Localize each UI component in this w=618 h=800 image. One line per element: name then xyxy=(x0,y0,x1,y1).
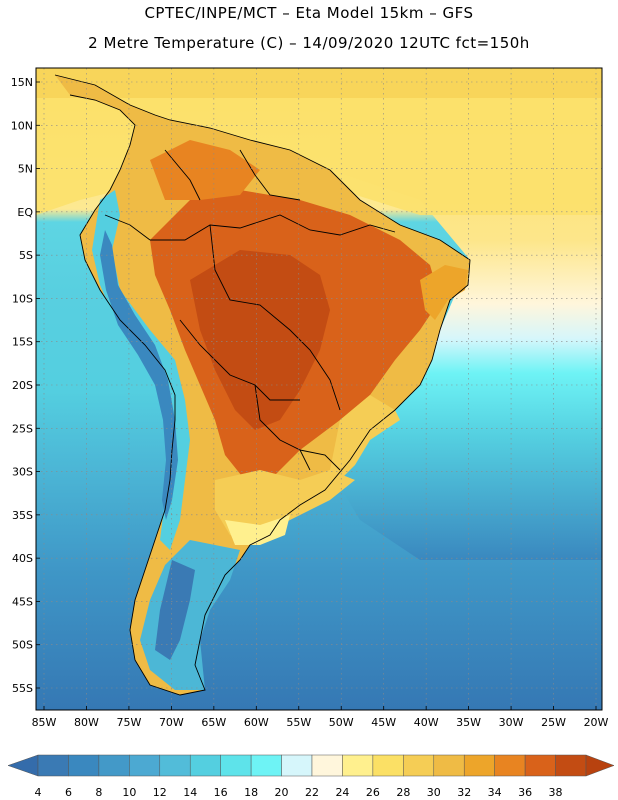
lon-tick-label: 20W xyxy=(584,716,609,729)
lat-tick-label: 50S xyxy=(12,639,33,652)
southern-andes-cold-zone xyxy=(155,560,195,660)
colorbar-swatch xyxy=(189,754,221,777)
colorbar-swatch xyxy=(342,754,374,777)
lat-tick-label: 55S xyxy=(12,682,33,695)
patagonia-north-zone xyxy=(225,515,290,545)
colorbar-swatch xyxy=(98,754,130,777)
colorbar-swatch xyxy=(281,754,313,777)
lon-tick-label: 30W xyxy=(499,716,524,729)
colorbar-swatch xyxy=(159,754,191,777)
lat-tick-label: 25S xyxy=(12,422,33,435)
lon-tick-label: 25W xyxy=(541,716,566,729)
lon-tick-label: 60W xyxy=(244,716,269,729)
colorbar-label: 36 xyxy=(518,786,532,799)
northeast-coast-zone xyxy=(420,265,468,320)
map-title-line1: CPTEC/INPE/MCT – Eta Model 15km – GFS xyxy=(144,4,474,22)
lon-tick-label: 45W xyxy=(371,716,396,729)
lat-tick-label: 10S xyxy=(12,292,33,305)
colorbar-label: 24 xyxy=(335,786,349,799)
colorbar-label: 32 xyxy=(457,786,471,799)
colorbar-label: 18 xyxy=(244,786,258,799)
colorbar-label: 38 xyxy=(549,786,563,799)
colorbar-label: 34 xyxy=(488,786,502,799)
lat-tick-label: 10N xyxy=(11,119,33,132)
lon-tick-label: 50W xyxy=(329,716,354,729)
lat-tick-label: 20S xyxy=(12,379,33,392)
lat-tick-label: 15N xyxy=(11,76,33,89)
colorbar-swatch xyxy=(555,754,587,777)
map-title-line2: 2 Metre Temperature (C) – 14/09/2020 12U… xyxy=(88,34,530,52)
caribbean-field xyxy=(36,68,602,98)
colorbar-swatch xyxy=(250,754,282,777)
pampas-zone xyxy=(215,470,355,540)
lat-tick-label: 15S xyxy=(12,336,33,349)
lat-tick-label: 5S xyxy=(19,249,33,262)
map-frame xyxy=(35,67,603,711)
colorbar-label: 16 xyxy=(214,786,228,799)
lat-tick-label: 40S xyxy=(12,552,33,565)
colorbar-label: 4 xyxy=(35,786,42,799)
colorbar-label: 28 xyxy=(396,786,410,799)
colorbar-swatch xyxy=(129,754,161,777)
longitude-axis: 85W 80W 75W 70W 65W 60W 55W 50W 45W 40W 35W 30W 25W 2… xyxy=(32,706,609,729)
lat-tick-label: EQ xyxy=(17,206,33,219)
northern-warm-zone xyxy=(150,140,260,200)
colorbar-over-arrow xyxy=(585,754,615,777)
lat-tick-label: 5N xyxy=(18,163,33,176)
lon-tick-label: 70W xyxy=(159,716,184,729)
latitude-axis: 15N 10N 5N EQ 5S 10S 15S 20S 25S 30S 35S 40S 45S 50S 5… xyxy=(11,76,40,695)
central-hottest-core xyxy=(190,250,330,430)
lat-tick-label: 45S xyxy=(12,595,33,608)
colorbar-label: 8 xyxy=(95,786,102,799)
colorbar-label: 26 xyxy=(366,786,380,799)
lon-tick-label: 65W xyxy=(201,716,226,729)
colorbar-swatch xyxy=(68,754,100,777)
country-borders xyxy=(54,74,471,696)
colorbar-label: 6 xyxy=(65,786,72,799)
colorbar-under-arrow xyxy=(7,754,39,777)
lon-tick-label: 55W xyxy=(286,716,311,729)
colorbar-label: 20 xyxy=(275,786,289,799)
graticule xyxy=(36,68,602,710)
colorbar-label: 10 xyxy=(122,786,136,799)
lat-tick-label: 35S xyxy=(12,509,33,522)
lon-tick-label: 35W xyxy=(456,716,481,729)
colorbar-swatch xyxy=(37,754,69,777)
colorbar-swatch xyxy=(311,754,343,777)
colorbar-label: 12 xyxy=(153,786,167,799)
colorbar-swatch xyxy=(494,754,526,777)
andes-peak-strip xyxy=(100,230,178,520)
lat-tick-label: 30S xyxy=(12,466,33,479)
colorbar-swatch xyxy=(403,754,435,777)
colorbar-label: 14 xyxy=(183,786,197,799)
colorbar-label: 22 xyxy=(305,786,319,799)
lon-tick-label: 40W xyxy=(414,716,439,729)
colorbar-swatch xyxy=(433,754,465,777)
colorbar-label: 30 xyxy=(427,786,441,799)
colorbar-swatch xyxy=(372,754,404,777)
lon-tick-label: 75W xyxy=(116,716,141,729)
colorbar-swatch xyxy=(463,754,495,777)
colorbar-swatch xyxy=(220,754,252,777)
colorbar: 4 6 8 10 12 14 16 18 20 22 24 26 28 30 32 34 36 38 xyxy=(7,754,615,799)
colorbar-swatch xyxy=(524,754,556,777)
lon-tick-label: 85W xyxy=(32,716,57,729)
lon-tick-label: 80W xyxy=(74,716,99,729)
